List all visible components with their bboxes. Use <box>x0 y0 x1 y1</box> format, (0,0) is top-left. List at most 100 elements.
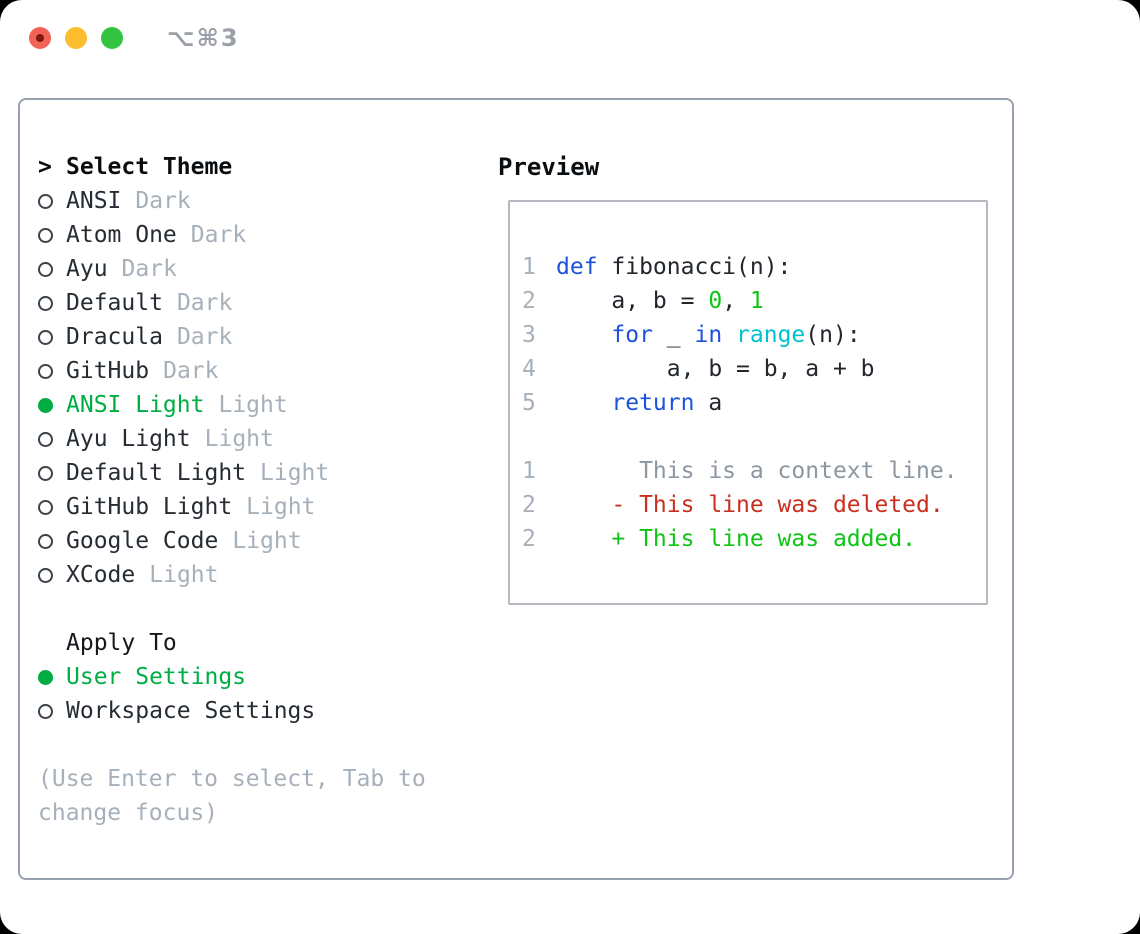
radio-icon <box>38 227 53 243</box>
select-theme-header: > Select Theme <box>38 150 478 184</box>
theme-name: Default Light <box>66 460 247 486</box>
line-number <box>522 420 556 454</box>
theme-option-github[interactable]: GitHub Dark <box>38 354 478 388</box>
radio-icon <box>38 533 53 549</box>
code-line: 3 for _ in range (n): <box>522 318 986 352</box>
code-line: 2 - This line was deleted. <box>522 488 986 522</box>
minimize-button[interactable] <box>65 26 87 49</box>
apply-option-label: Workspace Settings <box>66 698 316 724</box>
theme-variant: Light <box>232 528 302 554</box>
code-line: 2 + This line was added. <box>522 522 986 556</box>
code-line: 1 This is a context line. <box>522 454 986 488</box>
line-number: 2 <box>522 288 536 314</box>
code-line <box>522 420 986 454</box>
code-token-plain: fibonacci(n): <box>597 254 792 280</box>
theme-selector-column: > Select Theme ANSI Dark Atom One Dark Ayu Da… <box>38 150 478 830</box>
theme-option-ayu-light[interactable]: Ayu Light Light <box>38 422 478 456</box>
theme-variant: Light <box>218 392 288 418</box>
theme-variant: Light <box>246 494 316 520</box>
theme-option-ansi-light[interactable]: ANSI Light Light <box>38 388 478 422</box>
code-token-kw: in <box>694 322 723 348</box>
code-token-green: 0 <box>708 288 723 314</box>
line-number: 3 <box>522 322 536 348</box>
code-line: 1 def fibonacci(n): <box>522 250 986 284</box>
radio-icon <box>38 295 53 311</box>
code-token-plain: a, b = <box>556 288 709 314</box>
titlebar: ⌥⌘3 <box>0 0 1140 75</box>
code-token-plain <box>556 318 611 352</box>
code-token-plain: , <box>722 288 750 314</box>
code-token-plain: a <box>694 390 723 416</box>
theme-option-ayu[interactable]: Ayu Dark <box>38 252 478 286</box>
radio-icon <box>38 193 53 209</box>
apply-to-title: Apply To <box>66 630 177 656</box>
theme-variant: Dark <box>190 222 247 248</box>
code-token-kw: for <box>611 322 653 348</box>
code-token-kw: return <box>611 390 695 416</box>
radio-icon <box>38 703 53 719</box>
cursor-icon: > <box>38 154 52 180</box>
theme-name: Dracula <box>66 324 163 350</box>
theme-option-ansi[interactable]: ANSI Dark <box>38 184 478 218</box>
line-number: 1 <box>522 458 536 484</box>
theme-option-github-light[interactable]: GitHub Light Light <box>38 490 478 524</box>
theme-option-default-light[interactable]: Default Light Light <box>38 456 478 490</box>
select-theme-title: Select Theme <box>66 154 233 180</box>
theme-variant: Dark <box>163 358 219 384</box>
code-token-green: 1 <box>749 288 764 314</box>
code-line: 5 return a <box>522 386 986 420</box>
keyboard-hint: (Use Enter to select, Tab to change focu… <box>38 766 426 826</box>
code-token-plain <box>556 386 611 420</box>
radio-icon <box>38 499 53 515</box>
radio-icon <box>38 363 53 379</box>
theme-name: Default <box>66 290 163 316</box>
line-number: 2 <box>522 492 536 518</box>
zoom-button[interactable] <box>101 26 123 49</box>
apply-option-workspace-settings[interactable]: Workspace Settings <box>38 694 478 728</box>
theme-variant: Dark <box>135 188 191 214</box>
spacer <box>38 592 478 626</box>
theme-option-atom-one[interactable]: Atom One Dark <box>38 218 478 252</box>
close-button[interactable] <box>29 26 51 49</box>
theme-name: Ayu Light <box>66 426 191 452</box>
theme-option-dracula[interactable]: Dracula Dark <box>38 320 478 354</box>
code-line: 4 a, b = b, a + b <box>522 352 986 386</box>
code-token-plain: a, b = b, a + b <box>556 356 875 382</box>
theme-list: ANSI Dark Atom One Dark Ayu Dark Default Dark Dr… <box>38 184 478 592</box>
code-token-kw: def <box>556 254 598 280</box>
line-number: 1 <box>522 254 536 280</box>
theme-variant: Dark <box>121 256 177 282</box>
theme-variant: Light <box>260 460 330 486</box>
theme-variant: Dark <box>176 324 233 350</box>
theme-name: Ayu <box>66 256 108 282</box>
radio-selected-icon <box>38 669 53 685</box>
code-token-plain <box>722 318 736 352</box>
theme-option-default[interactable]: Default Dark <box>38 286 478 320</box>
theme-name: Atom One <box>66 222 177 248</box>
theme-variant: Dark <box>176 290 233 316</box>
code-token-plain: _ <box>652 322 695 348</box>
code-line: 2 a, b = 0, 1 <box>522 284 986 318</box>
theme-name: XCode <box>66 562 136 588</box>
theme-option-xcode[interactable]: XCode Light <box>38 558 478 592</box>
code-token-ctx: This is a context line. <box>556 458 958 484</box>
line-number: 5 <box>522 390 536 416</box>
apply-option-user-settings[interactable]: User Settings <box>38 660 478 694</box>
theme-name: GitHub Light <box>66 494 233 520</box>
code-token-fn: range <box>736 322 806 348</box>
window-title-shortcut: ⌥⌘3 <box>167 23 240 52</box>
theme-name: GitHub <box>66 358 150 384</box>
line-number: 4 <box>522 356 536 382</box>
theme-variant: Light <box>204 426 274 452</box>
theme-option-google-code[interactable]: Google Code Light <box>38 524 478 558</box>
code-token-add: + This line was added. <box>556 526 917 552</box>
code-token-del: - This line was deleted. <box>556 492 944 518</box>
apply-to-list: User Settings Workspace Settings <box>38 660 478 728</box>
theme-variant: Light <box>149 562 219 588</box>
radio-icon <box>38 261 53 277</box>
radio-icon <box>38 431 53 447</box>
theme-name: ANSI Light <box>66 392 205 418</box>
